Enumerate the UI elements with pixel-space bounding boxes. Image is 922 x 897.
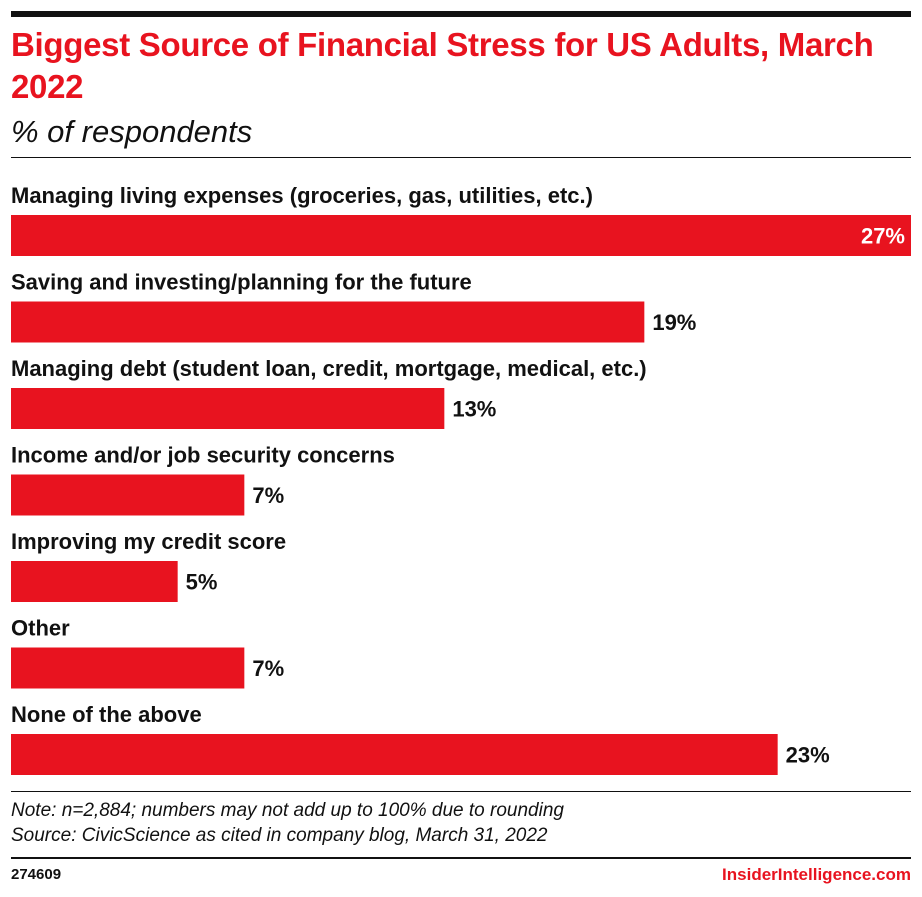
bar <box>11 734 778 775</box>
value-label: 19% <box>652 310 696 335</box>
category-label: Other <box>11 616 70 641</box>
chart-subtitle: % of respondents <box>11 114 253 149</box>
category-label: None of the above <box>11 702 202 727</box>
value-label: 7% <box>252 483 284 508</box>
footer-divider <box>11 791 911 792</box>
category-label: Managing debt (student loan, credit, mor… <box>11 356 647 381</box>
category-label: Managing living expenses (groceries, gas… <box>11 183 593 208</box>
value-label: 7% <box>252 656 284 681</box>
category-label: Saving and investing/planning for the fu… <box>11 270 472 295</box>
header-divider <box>11 157 911 158</box>
top-rule <box>11 11 911 17</box>
category-label: Income and/or job security concerns <box>11 443 395 468</box>
bar <box>11 474 245 516</box>
chart-note: Note: n=2,884; numbers may not add up to… <box>11 800 564 821</box>
value-label: 13% <box>452 397 496 422</box>
bar <box>11 561 178 602</box>
bar <box>11 215 911 256</box>
chart-title: Biggest Source of Financial Stress for U… <box>11 26 874 105</box>
brand-link[interactable]: InsiderIntelligence.com <box>722 865 911 884</box>
bar <box>11 647 245 689</box>
bar <box>11 388 445 429</box>
bar-chart: Managing living expenses (groceries, gas… <box>11 183 911 775</box>
chart-id: 274609 <box>11 866 62 883</box>
category-label: Improving my credit score <box>11 529 286 554</box>
bar <box>11 301 645 343</box>
value-label: 5% <box>186 570 218 595</box>
chart-source: Source: CivicScience as cited in company… <box>11 825 548 846</box>
value-label: 23% <box>786 743 830 768</box>
bottom-rule <box>11 857 911 859</box>
value-label: 27% <box>861 224 905 249</box>
